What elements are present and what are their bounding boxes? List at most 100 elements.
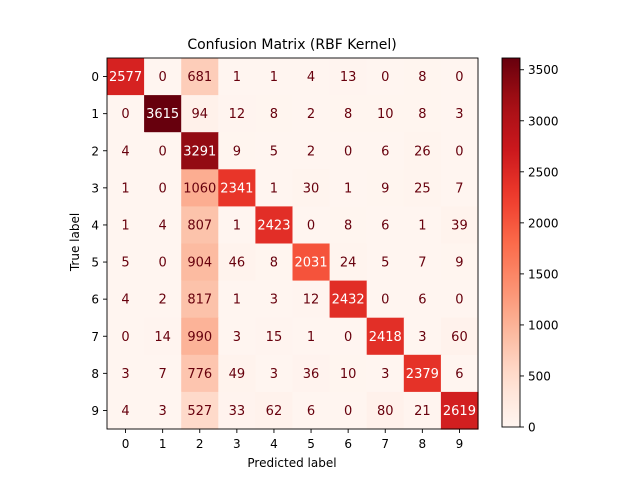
cell-value-6-0: 4 xyxy=(121,293,129,308)
heatmap-cell-6-8 xyxy=(403,280,442,319)
cell-value-8-2: 776 xyxy=(187,367,212,382)
heatmap-cell-8-9 xyxy=(440,354,479,393)
cell-value-6-3: 1 xyxy=(233,293,241,308)
cell-value-6-9: 0 xyxy=(455,293,463,308)
cell-value-4-7: 6 xyxy=(381,218,389,233)
cell-value-7-2: 990 xyxy=(187,330,212,345)
x-tick-label-2: 2 xyxy=(196,437,204,451)
heatmap-cell-1-0 xyxy=(107,95,145,133)
cell-value-5-0: 5 xyxy=(121,256,129,271)
cell-value-2-5: 2 xyxy=(307,144,315,159)
cell-value-6-2: 817 xyxy=(187,293,212,308)
heatmap-cell-9-9 xyxy=(440,391,479,430)
heatmap-cell-3-5 xyxy=(292,169,331,207)
heatmap-cell-7-0 xyxy=(107,317,145,356)
heatmap-cell-9-3 xyxy=(218,391,256,430)
colorbar-gradient xyxy=(501,57,521,428)
heatmap-cell-8-5 xyxy=(292,354,331,393)
heatmap-cell-4-6 xyxy=(329,206,368,245)
heatmap-cell-8-0 xyxy=(107,354,145,393)
heatmap-cell-3-0 xyxy=(107,169,145,207)
cell-value-6-6: 2432 xyxy=(332,293,365,308)
heatmap-cell-3-7 xyxy=(366,169,405,207)
cell-value-9-2: 527 xyxy=(187,404,212,419)
heatmap-cell-1-9 xyxy=(440,95,479,133)
heatmap-cell-0-0 xyxy=(107,58,145,96)
heatmap-cell-0-7 xyxy=(366,58,405,96)
cell-value-1-3: 12 xyxy=(229,107,246,122)
cell-value-0-1: 0 xyxy=(159,70,167,85)
heatmap-cell-5-2 xyxy=(181,243,219,282)
heatmap-cell-6-6 xyxy=(329,280,368,319)
heatmap-cell-5-4 xyxy=(255,243,294,282)
x-tick-label-3: 3 xyxy=(233,437,241,451)
colorbar-tick-label-2500: 2500 xyxy=(528,165,559,179)
heatmap-cell-7-9 xyxy=(440,317,479,356)
plot-frame xyxy=(106,57,479,430)
heatmap-cell-1-7 xyxy=(366,95,405,133)
heatmap-cell-2-3 xyxy=(218,132,256,170)
cell-value-1-0: 0 xyxy=(121,107,129,122)
x-tick-label-4: 4 xyxy=(270,437,278,451)
heatmap-cell-9-0 xyxy=(107,391,145,430)
cell-value-9-1: 3 xyxy=(159,404,167,419)
heatmap-cell-6-4 xyxy=(255,280,294,319)
cell-value-3-8: 25 xyxy=(414,181,431,196)
heatmap-cell-6-5 xyxy=(292,280,331,319)
cell-value-3-9: 7 xyxy=(455,181,463,196)
cell-value-2-0: 4 xyxy=(121,144,129,159)
cell-value-3-3: 2341 xyxy=(220,181,253,196)
heatmap-cell-1-3 xyxy=(218,95,256,133)
heatmap-cell-4-3 xyxy=(218,206,256,245)
heatmap-cells xyxy=(107,58,479,430)
cell-value-0-6: 13 xyxy=(340,70,357,85)
cell-value-4-5: 0 xyxy=(307,218,315,233)
y-tick-label-5: 5 xyxy=(91,256,99,270)
cell-value-7-8: 3 xyxy=(418,330,426,345)
colorbar-tick-label-2000: 2000 xyxy=(528,216,559,230)
heatmap-cell-6-7 xyxy=(366,280,405,319)
cell-value-5-3: 46 xyxy=(229,256,246,271)
cell-value-9-7: 80 xyxy=(377,404,394,419)
heatmap-cell-4-8 xyxy=(403,206,442,245)
cell-value-8-8: 2379 xyxy=(406,367,439,382)
colorbar-tick-label-3000: 3000 xyxy=(528,114,559,128)
heatmap-cell-2-5 xyxy=(292,132,331,170)
cell-value-4-0: 1 xyxy=(121,218,129,233)
y-tick-label-1: 1 xyxy=(91,107,99,121)
cell-value-4-2: 807 xyxy=(187,218,212,233)
heatmap-cell-4-0 xyxy=(107,206,145,245)
colorbar-tick-label-1500: 1500 xyxy=(528,267,559,281)
heatmap-cell-8-7 xyxy=(366,354,405,393)
colorbar-tick-label-1000: 1000 xyxy=(528,318,559,332)
heatmap-cell-9-5 xyxy=(292,391,331,430)
heatmap-cell-3-6 xyxy=(329,169,368,207)
heatmap-cell-1-5 xyxy=(292,95,331,133)
cell-value-5-6: 24 xyxy=(340,256,357,271)
heatmap-cell-5-9 xyxy=(440,243,479,282)
cell-value-8-6: 10 xyxy=(340,367,357,382)
heatmap-cell-2-1 xyxy=(144,132,182,170)
cell-value-2-1: 0 xyxy=(159,144,167,159)
heatmap-cell-7-6 xyxy=(329,317,368,356)
cell-value-9-5: 6 xyxy=(307,404,315,419)
heatmap-cell-9-7 xyxy=(366,391,405,430)
heatmap-cell-7-5 xyxy=(292,317,331,356)
cell-value-3-1: 0 xyxy=(159,181,167,196)
heatmap-cell-5-6 xyxy=(329,243,368,282)
cell-value-9-6: 0 xyxy=(344,404,352,419)
heatmap-cell-7-3 xyxy=(218,317,256,356)
y-tick-label-3: 3 xyxy=(91,181,99,195)
cell-value-3-6: 1 xyxy=(344,181,352,196)
cell-value-7-7: 2418 xyxy=(369,330,402,345)
heatmap-cell-8-2 xyxy=(181,354,219,393)
cell-value-6-8: 6 xyxy=(418,293,426,308)
y-tick-label-6: 6 xyxy=(91,293,99,307)
cell-value-1-7: 10 xyxy=(377,107,394,122)
heatmap-cell-2-2 xyxy=(181,132,219,170)
y-tick-label-2: 2 xyxy=(91,144,99,158)
heatmap-cell-9-6 xyxy=(329,391,368,430)
heatmap-cell-1-8 xyxy=(403,95,442,133)
cell-value-0-5: 4 xyxy=(307,70,315,85)
